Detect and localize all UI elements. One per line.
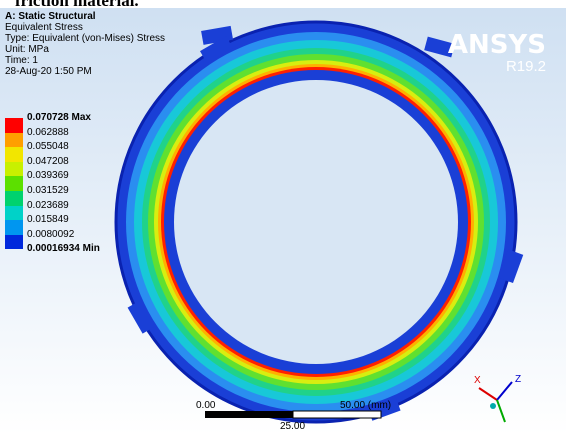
scale-start: 0.00 [196, 400, 215, 411]
legend-label: 0.00016934 Min [27, 243, 100, 254]
brand: ANSYS [448, 30, 546, 60]
legend-swatch [5, 133, 23, 148]
header-line: Unit: MPa [5, 44, 49, 55]
legend-swatch [5, 176, 23, 191]
legend-label: 0.015849 [27, 214, 69, 225]
legend-swatch [5, 118, 23, 133]
legend-swatch [5, 191, 23, 206]
screenshot: friction material. A: Static Structural … [0, 0, 566, 435]
header-line: Equivalent Stress [5, 22, 83, 33]
header-line: Type: Equivalent (von-Mises) Stress [5, 33, 165, 44]
scale-mid: 25.00 [280, 421, 305, 432]
viewport: A: Static Structural 0.070728 Max 0.06288… [0, 8, 566, 435]
legend-label: 0.070728 Max [27, 112, 91, 123]
legend-label: 0.055048 [27, 141, 69, 152]
legend-label: 0.031529 [27, 185, 69, 196]
version: R19.2 [506, 58, 546, 75]
legend-swatch [5, 162, 23, 177]
legend-label: 0.023689 [27, 200, 69, 211]
header-title: A: Static Structural [5, 11, 96, 22]
legend-label: 0.047208 [27, 156, 69, 167]
legend-swatch [5, 147, 23, 162]
header-line: 28-Aug-20 1:50 PM [5, 66, 92, 77]
legend-swatch [5, 206, 23, 221]
legend-label: 0.062888 [27, 127, 69, 138]
legend-label: 0.0080092 [27, 229, 74, 240]
legend-swatch [5, 235, 23, 250]
legend-label: 0.039369 [27, 170, 69, 181]
header-line: Time: 1 [5, 55, 38, 66]
legend-swatch [5, 220, 23, 235]
triad-x: X [474, 375, 481, 386]
triad-z: Z [515, 374, 521, 385]
scale-end: 50.00 (mm) [340, 400, 391, 411]
